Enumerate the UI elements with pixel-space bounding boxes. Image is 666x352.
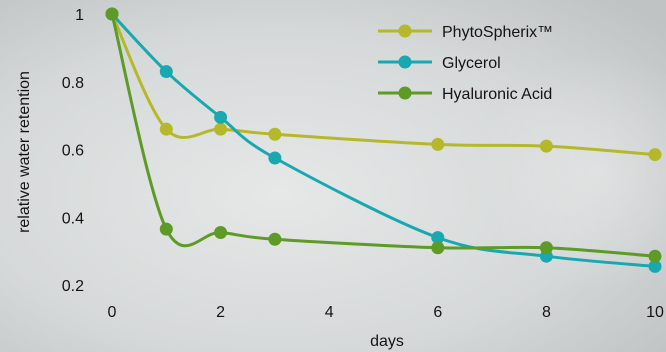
- legend-marker: [398, 24, 412, 38]
- legend-label: Glycerol: [442, 55, 501, 72]
- y-tick-label: 0.6: [62, 143, 84, 160]
- y-axis-title: relative water retention: [16, 71, 33, 233]
- x-tick-label: 6: [433, 304, 442, 321]
- series-layer: [105, 7, 662, 273]
- data-point: [431, 137, 445, 151]
- data-point: [268, 151, 282, 165]
- x-tick-label: 2: [216, 304, 225, 321]
- data-point: [159, 65, 173, 79]
- data-point: [648, 249, 662, 263]
- data-point: [214, 110, 228, 124]
- data-point: [268, 232, 282, 246]
- x-tick-label: 10: [646, 304, 664, 321]
- legend-label: PhytoSpherix™: [442, 24, 553, 41]
- data-point: [214, 122, 228, 136]
- data-point: [105, 7, 119, 21]
- legend-marker: [398, 55, 412, 69]
- legend-item: Hyaluronic Acid: [378, 86, 552, 103]
- y-tick-label: 0.2: [62, 278, 84, 295]
- legend-item: Glycerol: [378, 55, 501, 72]
- data-point: [159, 122, 173, 136]
- data-point: [648, 148, 662, 162]
- x-tick-label: 8: [542, 304, 551, 321]
- legend-marker: [398, 86, 412, 100]
- legend: PhytoSpherix™ Glycerol Hyaluronic Acid: [378, 24, 553, 103]
- background-flower-decoration: [480, 50, 666, 290]
- legend-item: PhytoSpherix™: [378, 24, 553, 41]
- data-point: [539, 139, 553, 153]
- x-tick-label: 4: [325, 304, 334, 321]
- data-point: [648, 259, 662, 273]
- x-tick-label: 0: [108, 304, 117, 321]
- data-point: [431, 241, 445, 255]
- data-point: [214, 225, 228, 239]
- data-point: [268, 127, 282, 141]
- y-tick-label: 0.4: [62, 210, 84, 227]
- data-point: [539, 241, 553, 255]
- series-2: [105, 7, 662, 263]
- y-tick-label: 0.8: [62, 75, 84, 92]
- legend-label: Hyaluronic Acid: [442, 86, 552, 103]
- data-point: [431, 231, 445, 245]
- y-axis-ticks: 0.2 0.4 0.6 0.8 1: [62, 7, 84, 295]
- data-point: [159, 222, 173, 236]
- y-tick-label: 1: [75, 7, 84, 24]
- x-axis-title: days: [370, 333, 404, 350]
- x-axis-ticks: 0 2 4 6 8 10: [108, 304, 664, 321]
